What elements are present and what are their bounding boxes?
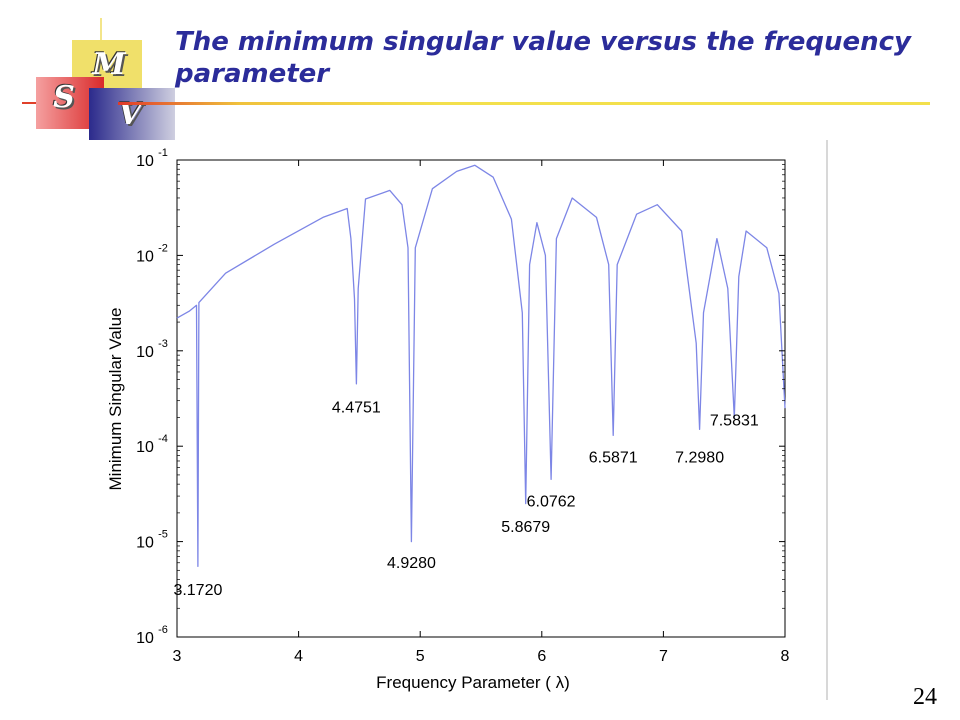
logo-v-letter: V [118,96,142,132]
annotation-label: 6.0762 [527,493,576,510]
x-tick-label: 6 [537,648,546,665]
chart-figure: 3 4 5 6 7 8 10 -1 10 -2 10 -3 10 -4 10 -5 10 -6 3.1720 4.4… [97,140,828,700]
annotation-label: 4.9280 [387,555,436,572]
slide-number: 24 [913,684,937,710]
y-axis-label: Minimum Singular Value [106,308,125,491]
annotation-label: 5.8679 [501,519,550,536]
msv-logo: M S V [0,0,180,150]
annotation-label: 6.5871 [589,449,638,466]
y-tick-exponent: -3 [158,338,168,350]
logo-m-letter: M [92,46,126,82]
annotation-label: 4.4751 [332,400,381,417]
figure-edge [826,140,828,700]
y-tick-exponent: -4 [158,433,168,445]
series-line-0 [176,164,786,568]
x-tick-label: 5 [416,648,425,665]
x-tick-label: 7 [659,648,668,665]
x-tick-label: 3 [173,648,182,665]
y-tick-label: 10 [136,344,154,361]
y-tick-exponent: -5 [158,529,168,541]
y-tick-label: 10 [136,630,154,647]
y-tick-label: 10 [136,248,154,265]
annotation-label: 7.5831 [710,413,759,430]
singular-value-chart: 3 4 5 6 7 8 10 -1 10 -2 10 -3 10 -4 10 -5 10 -6 3.1720 4.4… [106,147,790,692]
y-tick-exponent: -6 [158,624,168,636]
title-underline [118,102,930,105]
plot-frame [176,159,786,638]
slide-title: The minimum singular value versus the fr… [175,27,911,89]
y-tick-exponent: -2 [158,242,168,254]
x-axis-label: Frequency Parameter ( λ) [376,673,570,692]
y-tick-label: 10 [136,439,154,456]
annotation-label: 7.2980 [675,449,724,466]
logo-s-letter: S [53,79,75,115]
x-tick-label: 8 [781,648,790,665]
y-tick-label: 10 [136,535,154,552]
logo-horizontal-line [22,102,36,104]
x-tick-label: 4 [294,648,303,665]
logo-v-box: V [89,88,175,140]
y-tick-exponent: -1 [158,147,168,159]
annotation-label: 3.1720 [173,582,222,599]
y-tick-label: 10 [136,153,154,170]
